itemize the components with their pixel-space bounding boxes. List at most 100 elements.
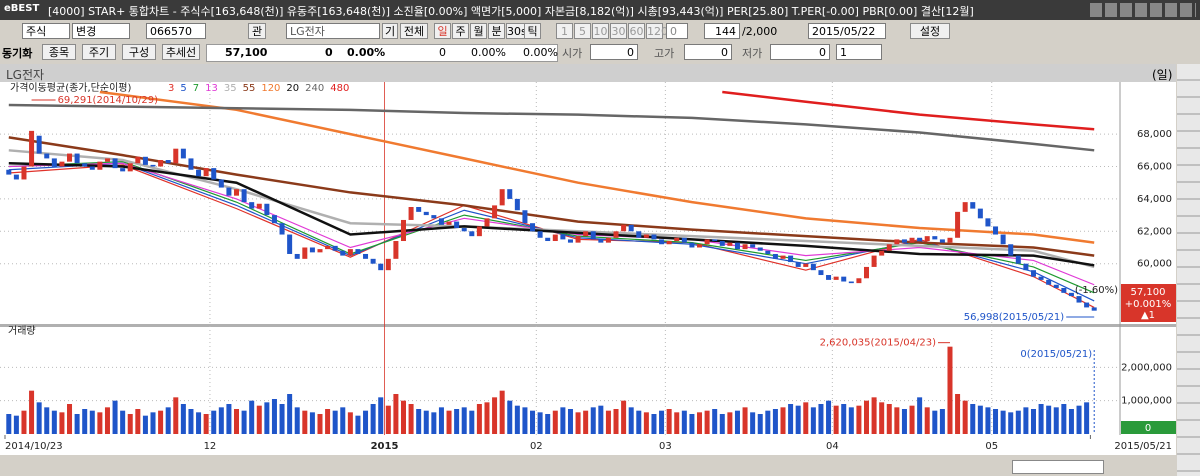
- volume-bar: [560, 407, 566, 434]
- candle: [112, 158, 118, 169]
- low-value: 0: [770, 44, 830, 60]
- period-button[interactable]: 틱: [524, 23, 541, 39]
- candle: [780, 255, 786, 259]
- candle: [416, 207, 422, 212]
- last-change: +0.001%: [1125, 299, 1172, 310]
- ma-legend-entry: 3: [168, 83, 174, 94]
- minute-button[interactable]: 30: [610, 23, 627, 39]
- volume-bar: [1030, 409, 1036, 434]
- volume-bar: [856, 405, 862, 434]
- market-select[interactable]: 주식: [22, 23, 70, 39]
- candle: [537, 231, 543, 238]
- x-tick-label: 04: [826, 441, 839, 452]
- candle: [598, 239, 604, 243]
- volume-bar: [894, 407, 900, 434]
- period-button[interactable]: 월: [470, 23, 487, 39]
- minute-button[interactable]: 10: [592, 23, 609, 39]
- date-input[interactable]: 2015/05/22: [808, 23, 886, 39]
- base-button[interactable]: 기: [382, 23, 398, 39]
- candle: [120, 168, 126, 172]
- candle: [492, 205, 498, 219]
- quote-strip: 57,100 0 0.00% 0 0.00% 0.00%: [206, 44, 558, 62]
- candle: [795, 262, 801, 267]
- minute-button[interactable]: 120: [646, 23, 668, 39]
- period-button[interactable]: 30s: [506, 23, 527, 39]
- volume-bar: [750, 412, 756, 434]
- candle: [803, 263, 809, 267]
- code-input[interactable]: 066570: [146, 23, 206, 39]
- volume-bar: [393, 394, 399, 434]
- info-button[interactable]: 구성: [122, 44, 156, 60]
- candle: [249, 202, 255, 209]
- volume-bar: [689, 414, 695, 434]
- count-input[interactable]: 144: [704, 23, 740, 39]
- candle: [1053, 284, 1059, 288]
- period-button[interactable]: 주: [452, 23, 469, 39]
- candle: [393, 241, 399, 259]
- candle: [82, 163, 88, 167]
- candle: [970, 202, 976, 209]
- volume-bar: [51, 410, 57, 434]
- info-button[interactable]: 종목: [42, 44, 76, 60]
- volume-bar: [636, 410, 642, 434]
- candle: [917, 237, 923, 242]
- candle: [871, 255, 877, 267]
- volume-bar: [552, 410, 558, 434]
- window-controls[interactable]: [1090, 3, 1196, 17]
- x-tick-label: 2015: [371, 441, 399, 452]
- candle: [29, 130, 35, 167]
- candle: [355, 249, 361, 254]
- candle: [484, 218, 490, 227]
- settings-button[interactable]: 설정: [910, 23, 950, 39]
- open-label: 시가: [562, 47, 583, 60]
- volume-bar: [1046, 405, 1052, 434]
- candle: [1038, 276, 1044, 280]
- chart: 가격이동평균(종가,단순이평) 거래량 60,000 62,000 64,000 66…: [0, 81, 1176, 455]
- all-button[interactable]: 전체: [400, 23, 428, 39]
- period-button[interactable]: 일: [434, 23, 451, 39]
- tool-sidebar[interactable]: [1177, 64, 1200, 476]
- candle: [666, 241, 672, 245]
- volume-bar: [218, 407, 224, 434]
- minute-button[interactable]: 60: [628, 23, 645, 39]
- title-bar: eBEST [4000] STAR+ 통합차트 - 주식수[163,648(천)…: [0, 0, 1200, 20]
- volume-bar: [446, 410, 452, 434]
- volume-bar: [575, 412, 581, 434]
- scrollbar[interactable]: [1012, 460, 1104, 474]
- minute-button[interactable]: 5: [574, 23, 591, 39]
- volume-bar: [507, 400, 513, 434]
- candle: [621, 224, 627, 232]
- volume-bar: [659, 410, 665, 434]
- candle: [552, 234, 558, 242]
- candle: [507, 189, 513, 199]
- candle: [158, 160, 164, 167]
- price: 57,100: [225, 46, 268, 59]
- info-button[interactable]: 주기: [82, 44, 116, 60]
- watch-button[interactable]: 관: [248, 23, 266, 39]
- candle: [643, 234, 649, 238]
- change-select[interactable]: 변경: [72, 23, 130, 39]
- volume-bar: [416, 409, 422, 434]
- info-button[interactable]: 추세선: [162, 44, 200, 60]
- volume-bar: [530, 410, 536, 434]
- logo: eBEST: [4, 3, 40, 14]
- candle: [1046, 279, 1052, 285]
- volume-bar: [970, 404, 976, 434]
- volume-bar: [67, 404, 73, 434]
- volume-bar: [1023, 407, 1029, 434]
- layout-select[interactable]: 1: [836, 44, 882, 60]
- count-max: /2,000: [742, 25, 778, 38]
- volume-bar: [1008, 412, 1014, 434]
- period-button[interactable]: 분: [488, 23, 505, 39]
- volume-bar: [196, 412, 202, 434]
- candle: [826, 275, 832, 280]
- volume-bar: [742, 407, 748, 434]
- candle: [704, 239, 710, 245]
- candle: [211, 168, 217, 180]
- minute-button[interactable]: 1: [556, 23, 573, 39]
- candle: [719, 241, 725, 246]
- volume-bar: [886, 404, 892, 434]
- interval-input[interactable]: 0: [666, 23, 688, 39]
- volume-bar: [74, 414, 80, 434]
- x-tick-label: 05: [985, 441, 998, 452]
